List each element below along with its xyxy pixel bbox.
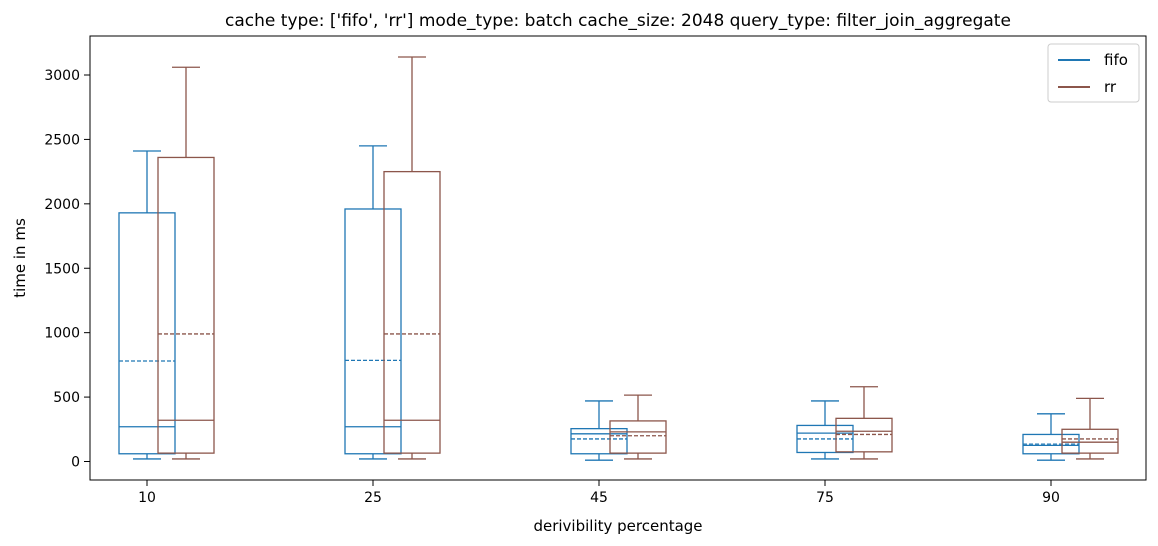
y-axis: 0 500 1000 1500 2000 2500 3000 — [44, 68, 90, 471]
box-fifo-45 — [570, 400, 628, 461]
iqr-box — [570, 427, 628, 455]
box-fifo-75 — [796, 400, 854, 460]
iqr-box — [609, 420, 667, 454]
plot-area-frame — [89, 35, 1147, 481]
x-axis: 10 25 45 75 90 — [138, 480, 1060, 506]
iqr-box — [344, 208, 402, 455]
box-series-group — [118, 56, 1119, 461]
box-rr-75 — [835, 386, 893, 460]
x-tick-label: 90 — [1042, 490, 1060, 506]
box-fifo-25 — [344, 145, 402, 460]
x-tick-label: 45 — [590, 490, 608, 506]
box-rr-10 — [157, 66, 215, 460]
x-tick-label: 10 — [138, 490, 156, 506]
series-fifo — [118, 145, 1080, 461]
y-tick-label: 1500 — [44, 261, 80, 277]
box-rr-25 — [383, 56, 441, 460]
iqr-box — [118, 212, 176, 455]
box-rr-90 — [1061, 397, 1119, 460]
x-tick-label: 75 — [816, 490, 834, 506]
iqr-box — [157, 156, 215, 454]
box-fifo-10 — [118, 150, 176, 460]
y-tick-label: 0 — [71, 455, 80, 471]
legend-label-fifo: fifo — [1104, 51, 1128, 69]
box-fifo-90 — [1022, 413, 1080, 461]
legend: fifo rr — [1047, 43, 1140, 103]
chart-title: cache type: ['fifo', 'rr'] mode_type: ba… — [225, 11, 1011, 31]
y-tick-label: 2500 — [44, 132, 80, 148]
y-tick-label: 500 — [53, 390, 80, 406]
box-rr-45 — [609, 394, 667, 460]
x-tick-label: 25 — [364, 490, 382, 506]
y-axis-label: time in ms — [11, 218, 29, 298]
y-tick-label: 3000 — [44, 68, 80, 84]
series-rr — [157, 56, 1119, 460]
iqr-box — [383, 170, 441, 454]
legend-label-rr: rr — [1104, 78, 1117, 96]
iqr-box — [1061, 428, 1119, 454]
x-axis-label: derivibility percentage — [533, 517, 702, 535]
y-tick-label: 1000 — [44, 326, 80, 342]
y-tick-label: 2000 — [44, 197, 80, 213]
